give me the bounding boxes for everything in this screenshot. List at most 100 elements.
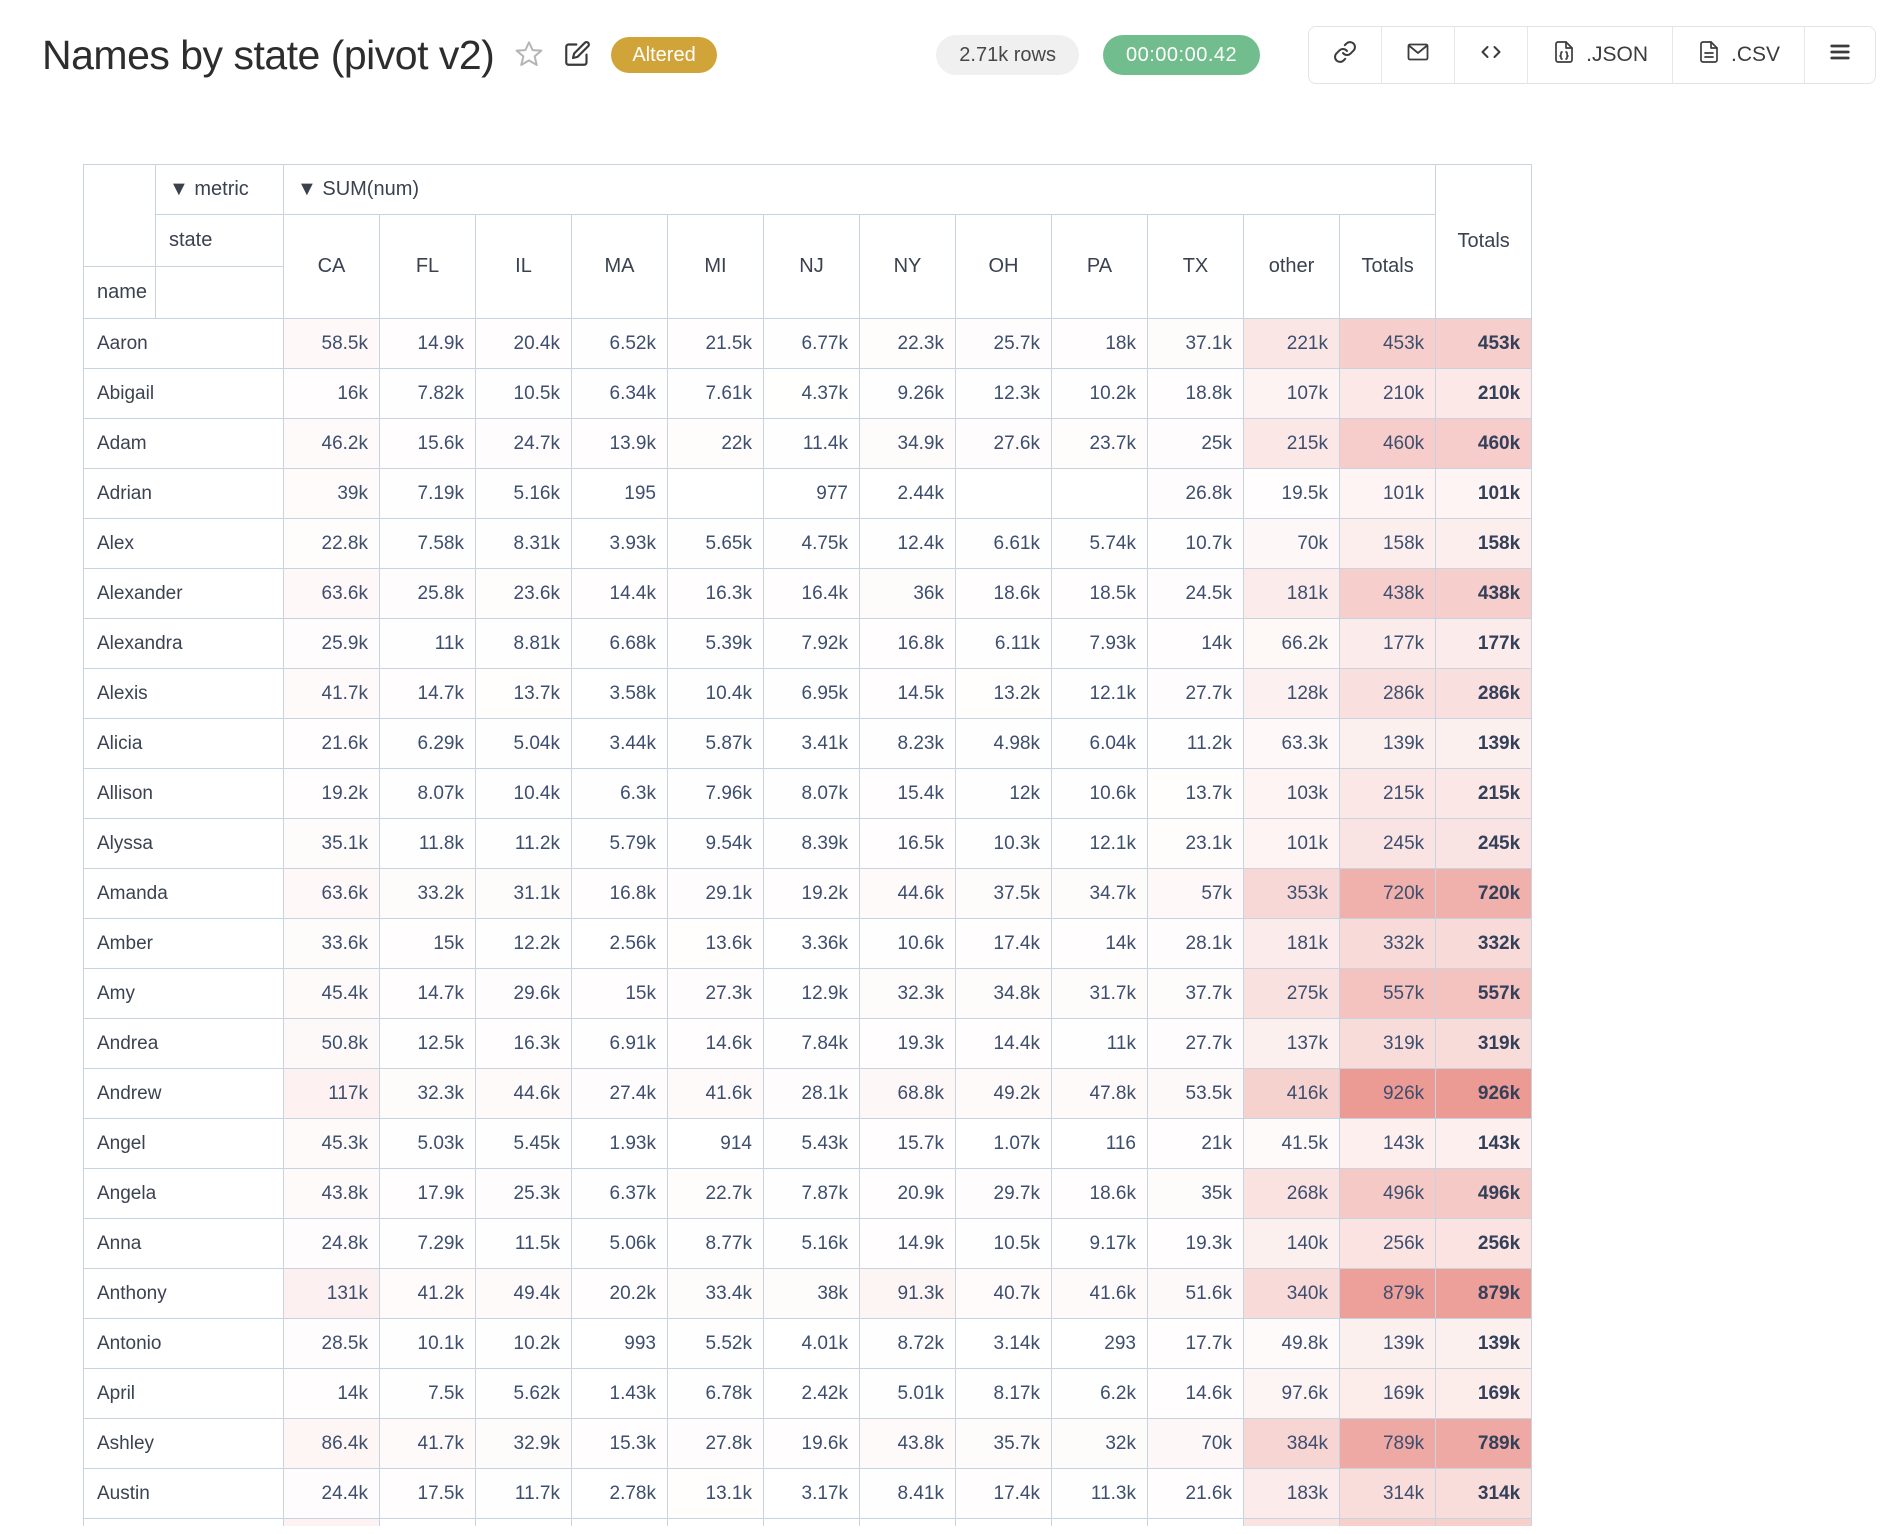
value-cell: 3.44k [571, 718, 668, 769]
value-cell: 128k [1243, 668, 1340, 719]
more-menu-button[interactable] [1804, 27, 1875, 83]
value-cell [667, 468, 764, 519]
value-cell: 45.3k [283, 1118, 380, 1169]
table-row: Angela 43.8k 17.9k 25.3k 6.37k 22.7k 7.87k 20.9… [83, 1168, 1533, 1219]
value-cell: 16.8k [859, 618, 956, 669]
sum-num-dropdown[interactable]: ▼ SUM(num) [282, 164, 1437, 215]
value-cell: 35.7k [955, 1418, 1052, 1469]
value-cell: 14k [283, 1368, 380, 1419]
value-cell: 6.91k [571, 1018, 668, 1069]
value-cell: 33.6k [283, 918, 380, 969]
value-cell: 11.3k [1051, 1468, 1148, 1519]
value-cell: 12.3k [955, 368, 1052, 419]
value-cell: 17.7k [1147, 1318, 1244, 1369]
row-grand-total-cell: 789k [1435, 1418, 1533, 1469]
value-cell: 7.58k [379, 518, 476, 569]
embed-code-button[interactable] [1454, 27, 1528, 83]
value-cell: 16.5k [859, 818, 956, 869]
value-cell: 22k [667, 418, 764, 469]
value-cell: 10.4k [667, 668, 764, 719]
metric-dropdown[interactable]: ▼ metric [155, 164, 284, 215]
value-cell: 103k [1243, 768, 1340, 819]
value-cell: 275k [1243, 968, 1340, 1019]
value-cell: 9.54k [667, 818, 764, 869]
value-cell: 2.56k [571, 918, 668, 969]
value-cell: 8.81k [475, 618, 572, 669]
value-cell: 977 [763, 468, 860, 519]
value-cell: 29.6k [475, 968, 572, 1019]
value-cell: 31.1k [475, 868, 572, 919]
value-cell: 16k [283, 368, 380, 419]
value-cell: 25.9k [283, 618, 380, 669]
row-name-cell: Amy [83, 968, 284, 1019]
row-grand-total-cell: 256k [1435, 1218, 1533, 1269]
value-cell: 6.04k [1051, 718, 1148, 769]
row-subtotal-cell: 496k [1338, 1168, 1437, 1219]
value-cell: 5.06k [571, 1218, 668, 1269]
row-subtotal-cell: 256k [1338, 1218, 1437, 1269]
value-cell: 14.7k [379, 968, 476, 1019]
value-cell: 6.61k [955, 518, 1052, 569]
download-csv-button[interactable]: .CSV [1671, 27, 1804, 83]
value-cell: 8.07k [379, 768, 476, 819]
value-cell: 34.9k [859, 418, 956, 469]
value-cell: 11k [1051, 1018, 1148, 1069]
value-cell: 5.43k [763, 1118, 860, 1169]
value-cell: 25.3k [475, 1168, 572, 1219]
value-cell: 5.01k [859, 1368, 956, 1419]
value-cell: 18.6k [955, 568, 1052, 619]
value-cell: 9.26k [859, 368, 956, 419]
share-link-button[interactable] [1309, 27, 1382, 83]
row-name-cell: Andrea [83, 1018, 284, 1069]
row-grand-total-cell: 139k [1435, 1318, 1533, 1369]
star-icon [514, 39, 544, 72]
value-cell: 63.6k [283, 868, 380, 919]
value-cell: 11.7k [475, 1468, 572, 1519]
value-cell: 13.1k [667, 1468, 764, 1519]
email-button[interactable] [1381, 27, 1455, 83]
value-cell: 21.6k [283, 718, 380, 769]
partial-cell [1435, 1518, 1533, 1526]
value-cell: 19.2k [283, 768, 380, 819]
value-cell: 38k [763, 1268, 860, 1319]
table-row: Abigail 16k 7.82k 10.5k 6.34k 7.61k 4.37k 9.26k… [83, 368, 1533, 419]
value-cell: 70k [1243, 518, 1340, 569]
value-cell: 13.6k [667, 918, 764, 969]
value-cell [1051, 468, 1148, 519]
value-cell: 17.4k [955, 1468, 1052, 1519]
row-subtotal-cell: 210k [1338, 368, 1437, 419]
value-cell: 7.84k [763, 1018, 860, 1069]
download-json-button[interactable]: .JSON [1527, 27, 1672, 83]
value-cell: 17.9k [379, 1168, 476, 1219]
value-cell: 22.7k [667, 1168, 764, 1219]
value-cell: 107k [1243, 368, 1340, 419]
value-cell: 23.1k [1147, 818, 1244, 869]
value-cell: 15k [379, 918, 476, 969]
row-grand-total-cell: 139k [1435, 718, 1533, 769]
value-cell: 8.39k [763, 818, 860, 869]
row-subtotal-cell: 879k [1338, 1268, 1437, 1319]
row-subtotal-cell: 319k [1338, 1018, 1437, 1069]
value-cell: 6.2k [1051, 1368, 1148, 1419]
value-cell: 181k [1243, 918, 1340, 969]
row-subtotal-cell: 215k [1338, 768, 1437, 819]
value-cell: 10.5k [475, 368, 572, 419]
value-cell: 7.29k [379, 1218, 476, 1269]
row-name-cell: Anna [83, 1218, 284, 1269]
row-name-cell: Angela [83, 1168, 284, 1219]
value-cell: 44.6k [859, 868, 956, 919]
column-header-totals: Totals [1338, 214, 1437, 319]
value-cell: 7.82k [379, 368, 476, 419]
favorite-star-button[interactable] [514, 39, 544, 72]
column-header-ny: NY [859, 214, 956, 319]
row-subtotal-cell: 557k [1338, 968, 1437, 1019]
value-cell: 5.45k [475, 1118, 572, 1169]
table-row: Allison 19.2k 8.07k 10.4k 6.3k 7.96k 8.07k 15.4… [83, 768, 1533, 819]
row-name-cell: Aaron [83, 318, 284, 369]
edit-name-button[interactable] [564, 40, 591, 70]
row-subtotal-cell: 177k [1338, 618, 1437, 669]
row-grand-total-cell: 319k [1435, 1018, 1533, 1069]
value-cell: 7.93k [1051, 618, 1148, 669]
value-cell: 25k [1147, 418, 1244, 469]
row-grand-total-cell: 496k [1435, 1168, 1533, 1219]
